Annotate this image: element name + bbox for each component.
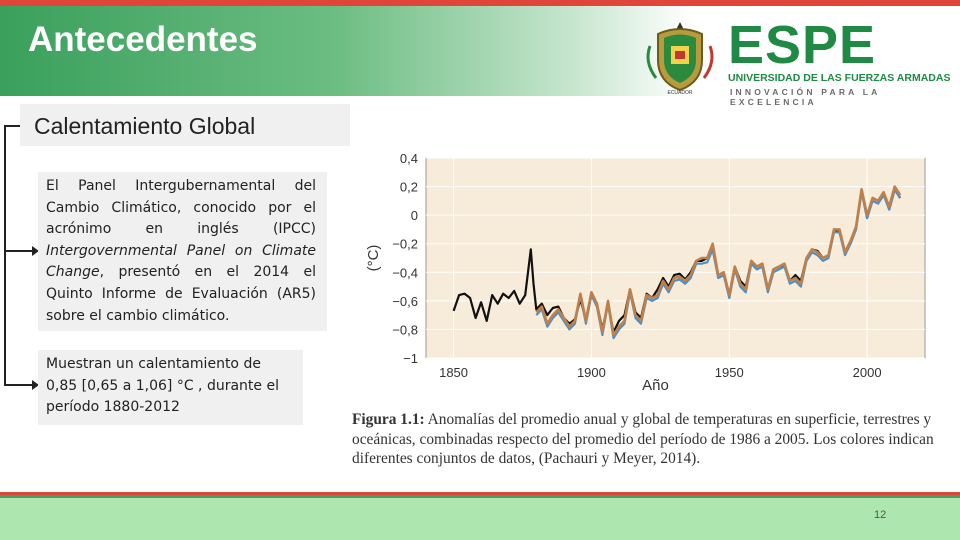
logo-wordmark: ESPE	[728, 15, 877, 75]
page-number: 12	[874, 509, 887, 521]
logo-motto: INNOVACIÓN PARA LA EXCELENCIA	[730, 87, 881, 107]
y-tick-label: −0,4	[392, 265, 418, 280]
caption-label: Figura 1.1:	[352, 411, 425, 428]
slide-title: Antecedentes	[28, 20, 258, 59]
bracket-top-line	[4, 125, 20, 127]
bracket-arrow-line-2	[4, 384, 34, 386]
ipcc-text-part2: , presentó en el 2014 el Quinto Informe …	[46, 264, 316, 324]
arrow-right-icon	[32, 246, 39, 256]
x-tick-label: 2000	[853, 365, 882, 380]
university-seal-icon: ECUADOR	[646, 22, 714, 96]
caption-text: Anomalías del promedio anual y global de…	[352, 411, 934, 467]
ipcc-italic-name: Intergovernmental Panel on Climate Chang…	[46, 242, 316, 281]
bracket-arrow-line-1	[4, 250, 34, 252]
warming-text-box: Muestran un calentamiento de 0,85 [0,65 …	[38, 350, 303, 425]
ipcc-text-box: El Panel Intergubernamental del Cambio C…	[38, 172, 327, 331]
x-axis-label: Año	[642, 377, 669, 394]
temperature-anomaly-chart: 0,4 0,2 0 −0,2 −0,4 −0,6 −0,8 −1 1850 1900 1950 200…	[365, 151, 926, 394]
subtitle-box: Calentamiento Global	[20, 104, 350, 146]
series-line-3	[535, 185, 902, 337]
footer-accent-red	[0, 492, 960, 495]
ipcc-paragraph: El Panel Intergubernamental del Cambio C…	[46, 176, 316, 327]
arrow-right-icon	[32, 380, 39, 390]
x-tick-label: 1950	[715, 365, 744, 380]
top-accent-strip	[0, 0, 960, 6]
y-axis-label: (°C)	[365, 245, 382, 272]
y-tick-label: −0,8	[392, 322, 418, 337]
seal-caption: ECUADOR	[667, 90, 692, 96]
logo-university-name: UNIVERSIDAD DE LAS FUERZAS ARMADAS	[728, 72, 951, 84]
y-tick-label: 0,4	[400, 151, 418, 166]
y-tick-label: 0	[411, 208, 418, 223]
x-tick-label: 1900	[577, 365, 606, 380]
y-tick-label: 0,2	[400, 180, 418, 195]
y-tick-label: −0,6	[392, 294, 418, 309]
bracket-vertical-line	[4, 125, 6, 385]
section-subtitle: Calentamiento Global	[34, 113, 256, 139]
footer-accent-green	[0, 495, 960, 498]
header-band: Antecedentes ECUADOR ESPE UNIVERSIDAD DE…	[0, 6, 960, 107]
y-tick-label: −1	[403, 351, 418, 366]
figure-caption: Figura 1.1: Anomalías del promedio anual…	[352, 410, 942, 469]
footer-band: 12	[0, 498, 960, 540]
ipcc-text-part1: El Panel Intergubernamental del Cambio C…	[46, 178, 316, 238]
x-tick-label: 1850	[439, 365, 468, 380]
warming-paragraph: Muestran un calentamiento de 0,85 [0,65 …	[46, 356, 279, 416]
y-tick-label: −0,2	[392, 237, 418, 252]
plot-area	[425, 157, 926, 359]
